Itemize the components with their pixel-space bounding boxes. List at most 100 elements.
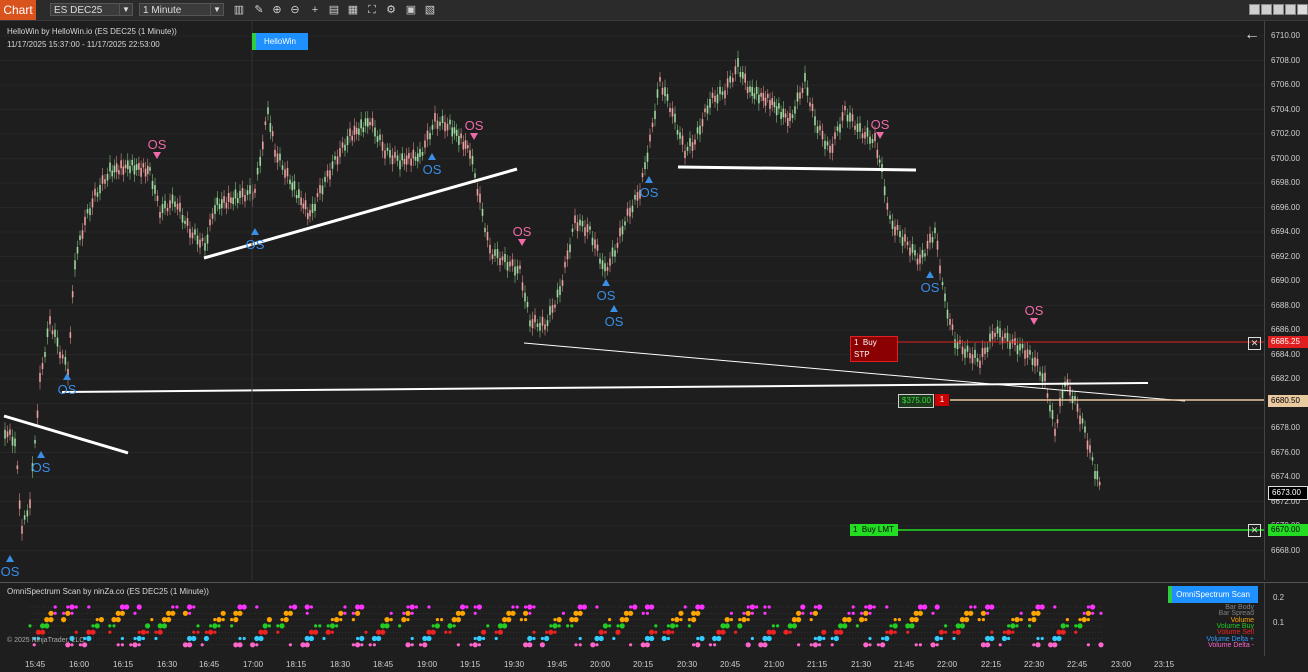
candle-body [449,119,451,125]
spectrum-row-label: Volume Delta + [1206,635,1254,643]
spectrum-dot [44,617,50,623]
spectrum-dot [510,610,516,616]
candle-body [871,139,874,143]
candle-body [462,142,465,150]
spectrum-dot [980,610,987,616]
bar-type-icon[interactable]: ▥ [233,4,245,16]
candle-body [159,211,161,218]
candle-body [94,188,96,196]
candle-body [576,222,579,232]
spectrum-dot [355,642,361,648]
candle-body [109,162,111,172]
spectrum-dot [952,630,956,634]
candle-body [486,232,489,241]
price-tick: 6684.00 [1271,349,1300,359]
sell-signal-arrow-icon [470,133,478,140]
buy-stop-order[interactable]: 1 Buy STP [850,336,898,362]
indicators-icon[interactable]: ▧ [424,4,436,16]
spectrum-dot [889,624,893,628]
price-tick: 6692.00 [1271,251,1300,261]
price-panel[interactable]: OS OS OS OS OS OS OS OS OS OS OS OS OS OS HelloWin by… [0,21,1264,580]
omnispectrum-panel[interactable]: OmniSpectrum Scan by ninZa.co (ES DEC25 … [0,582,1264,657]
spectrum-dot [258,629,264,635]
spectrum-row-label: Bar Body [1225,604,1254,611]
strategy-icon[interactable]: ⚙ [386,4,396,16]
candle-body [504,253,506,263]
spectrum-dot [1001,635,1008,642]
hellowin-badge[interactable]: HelloWin [252,33,308,50]
pencil-icon[interactable]: ✎ [254,4,264,16]
spectrum-dot [258,635,264,642]
data-box-icon[interactable]: ▤ [328,4,340,16]
spectrum-dot [40,623,46,629]
price-tick: 6672.00 [1271,496,1300,506]
candle-body [227,192,230,202]
candle-body [1059,398,1061,407]
spectrum-dot [276,630,280,634]
candle-body [1009,340,1011,350]
zoom-out-icon[interactable]: ⊖ [290,4,300,16]
spectrum-dot [720,623,726,629]
sell-signal-label: OS [148,137,167,152]
close-icon[interactable] [1297,4,1308,15]
spectrum-dot [204,630,208,634]
spectrum-dot [838,629,844,635]
candle-body [961,346,964,355]
spectrum-dot [573,610,579,616]
chart-tab[interactable]: Chart [0,0,36,20]
spectrum-dot [330,630,334,634]
spectrum-dot [578,636,582,641]
spectrum-dot [863,610,869,616]
candle-body [311,203,314,213]
candle-body [239,190,241,199]
spectrum-dot [750,636,755,641]
candle-body [539,322,541,331]
instrument-selector[interactable]: ES DEC25 ▼ [50,3,133,16]
candle-body [431,124,434,130]
cancel-limit-order-icon[interactable]: ✕ [1248,524,1261,537]
tile-icon[interactable] [1249,4,1260,15]
spectrum-dot [161,623,167,629]
crosshair-icon[interactable]: + [311,4,319,16]
candle-body [861,133,864,139]
back-arrow-icon[interactable]: ← [1244,26,1260,43]
candle-body [534,314,536,323]
candle-body [856,123,859,133]
spectrum-dot [1086,618,1090,622]
minimize-icon[interactable] [1273,4,1284,15]
spectrum-dot [930,642,936,648]
candle-body [34,440,36,444]
position-pnl[interactable]: $375.00 [898,394,934,408]
spectrum-dot [220,610,226,616]
spectrum-dot [401,617,407,623]
candle-body [1061,389,1064,399]
spectrum-dot [578,643,582,647]
template-icon[interactable]: ▣ [405,4,417,16]
candle-body [906,241,909,246]
restore-icon[interactable] [1261,4,1272,15]
price-chart-canvas[interactable]: OS OS OS OS OS OS OS OS OS OS OS OS OS OS [0,21,1264,580]
spectrum-dot [523,642,529,648]
price-tick: 6698.00 [1271,178,1300,187]
omnispectrum-badge[interactable]: OmniSpectrum Scan [1168,586,1258,603]
candle-body [225,202,228,209]
candle-body [869,136,871,144]
zoom-in-icon[interactable]: ⊕ [272,4,282,16]
position-qty[interactable]: 1 [935,394,949,406]
cancel-stop-order-icon[interactable]: ✕ [1248,337,1261,350]
buy-limit-order[interactable]: 1 Buy LMT [850,524,898,536]
price-axis[interactable]: 6710.00 6708.00 6706.00 6704.00 6702.00 6700.… [1264,21,1308,580]
interval-selector[interactable]: 1 Minute ▼ [139,3,224,16]
candle-body [244,195,246,202]
fit-icon[interactable]: ⛶ [368,4,376,16]
spectrum-dot [426,629,432,635]
candle-body [529,320,531,327]
maximize-icon[interactable] [1285,4,1296,15]
spectrum-dot [893,618,897,622]
spectrum-dot [556,617,562,623]
properties-icon[interactable]: ▦ [347,4,359,16]
spectrum-dot [469,643,473,647]
candle-body [854,125,856,130]
time-axis[interactable]: 15:45 16:00 16:15 16:30 16:45 17:00 18:15 18:30… [0,656,1308,672]
spectrum-dot [368,643,372,647]
